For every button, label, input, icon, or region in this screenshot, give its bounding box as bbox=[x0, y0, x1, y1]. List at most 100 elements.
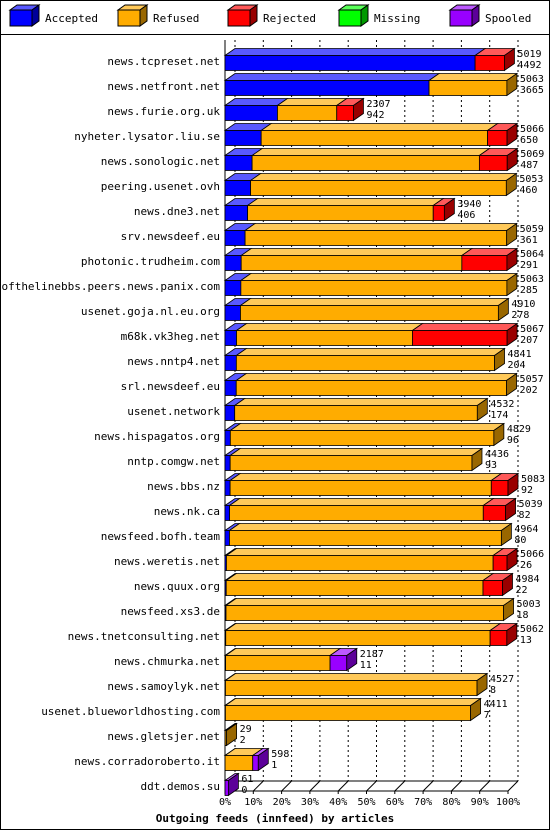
accepted-value-label: 204 bbox=[508, 360, 526, 371]
bar-side bbox=[346, 647, 358, 672]
site-label: news.bbs.nz bbox=[147, 480, 220, 493]
bar-face bbox=[225, 680, 478, 696]
bar-top bbox=[234, 373, 518, 381]
total-value-label: 4527 bbox=[490, 674, 514, 685]
bar-segment-refused bbox=[225, 548, 505, 571]
bar-top bbox=[249, 173, 518, 181]
bar-segment-refused bbox=[228, 523, 513, 546]
bar-face bbox=[432, 205, 445, 221]
site-label: endofthelinebbs.peers.news.panix.com bbox=[0, 280, 220, 293]
legend-label-rejected: Rejected bbox=[263, 12, 316, 25]
bar-side bbox=[226, 722, 238, 747]
bar-face bbox=[251, 155, 480, 171]
bar-side bbox=[502, 572, 513, 597]
bar-segment-accepted bbox=[223, 248, 253, 271]
total-value-label: 5069 bbox=[520, 149, 544, 160]
bar-top bbox=[239, 248, 474, 256]
chart-title: Outgoing feeds (innfeed) by articles bbox=[156, 812, 394, 825]
bar-segment-refused bbox=[427, 73, 519, 96]
bar-top bbox=[228, 448, 484, 456]
site-label: news.dne3.net bbox=[134, 205, 220, 218]
total-value-label: 5059 bbox=[520, 224, 544, 235]
gridline-depth bbox=[422, 780, 434, 792]
bar-side bbox=[443, 197, 455, 222]
x-tick-label: 70% bbox=[414, 797, 432, 808]
x-tick-label: 90% bbox=[471, 797, 489, 808]
bar-side bbox=[506, 547, 518, 572]
site-label: newsfeed.xs3.de bbox=[121, 605, 220, 618]
site-label: newsfeed.bofh.team bbox=[101, 530, 221, 543]
bar-face bbox=[224, 55, 476, 71]
bar-side bbox=[503, 597, 514, 622]
gridline-depth bbox=[309, 780, 321, 792]
bar-side bbox=[497, 297, 509, 322]
bar-face bbox=[224, 430, 231, 446]
bar-side bbox=[506, 372, 517, 397]
bar-face bbox=[226, 555, 494, 571]
site-label: news.gletsjer.net bbox=[107, 730, 220, 743]
accepted-value-label: 285 bbox=[520, 285, 538, 296]
bar-segment-refused bbox=[228, 448, 484, 471]
bar-face bbox=[236, 330, 413, 346]
bar-side bbox=[506, 247, 518, 272]
bar-top bbox=[246, 198, 445, 206]
bar-face bbox=[482, 505, 506, 521]
bar-segment-refused bbox=[243, 223, 518, 246]
bar-face bbox=[224, 380, 237, 396]
bar-side bbox=[257, 747, 269, 772]
bar-top bbox=[235, 323, 424, 331]
bar-face bbox=[412, 330, 508, 346]
bar-segment-refused bbox=[223, 748, 264, 771]
x-tick-label: 20% bbox=[273, 797, 291, 808]
total-value-label: 5039 bbox=[519, 499, 543, 510]
bar-top bbox=[224, 623, 502, 631]
bar-face bbox=[482, 580, 503, 596]
site-label: news.samoylyk.net bbox=[107, 680, 220, 693]
bar-face bbox=[489, 630, 508, 646]
bar-segment-refused bbox=[239, 273, 519, 296]
accepted-value-label: 487 bbox=[520, 160, 538, 171]
bar-segment-rejected bbox=[411, 323, 519, 346]
legend-swatch-missing bbox=[338, 9, 362, 27]
bar-side bbox=[471, 447, 483, 472]
accepted-value-label: 92 bbox=[521, 485, 533, 496]
site-label: news.netfront.net bbox=[107, 80, 220, 93]
bar-face bbox=[234, 405, 478, 421]
bar-segment-refused bbox=[224, 648, 342, 671]
bar-side bbox=[507, 472, 519, 497]
site-label: news.furie.org.uk bbox=[107, 105, 220, 118]
bar-top bbox=[239, 298, 510, 306]
gridline-depth bbox=[337, 780, 349, 792]
bar-side bbox=[504, 47, 515, 72]
bar-face bbox=[224, 480, 231, 496]
bar-segment-rejected bbox=[478, 148, 519, 171]
bar-segment-accepted bbox=[223, 48, 487, 71]
bar-face bbox=[225, 655, 331, 671]
bar-segment-refused bbox=[228, 498, 495, 521]
x-tick-label: 30% bbox=[301, 797, 319, 808]
bar-segment-rejected bbox=[473, 48, 516, 71]
bar-top bbox=[224, 648, 342, 656]
bar-segment-rejected bbox=[486, 123, 519, 146]
site-label: news.chmurka.net bbox=[114, 655, 220, 668]
gridline-depth bbox=[252, 780, 264, 792]
bar-face bbox=[244, 230, 508, 246]
bar-face bbox=[224, 305, 241, 321]
bar-face bbox=[224, 780, 229, 796]
legend-item-accepted: Accepted bbox=[8, 4, 98, 27]
total-value-label: 2187 bbox=[360, 649, 384, 660]
total-value-label: 598 bbox=[271, 749, 289, 760]
bar-face bbox=[224, 405, 236, 421]
accepted-value-label: 13 bbox=[520, 635, 532, 646]
bar-side bbox=[227, 772, 239, 797]
bar-face bbox=[487, 130, 508, 146]
bar-segment-refused bbox=[235, 348, 506, 371]
bar-segment-accepted bbox=[223, 273, 253, 296]
